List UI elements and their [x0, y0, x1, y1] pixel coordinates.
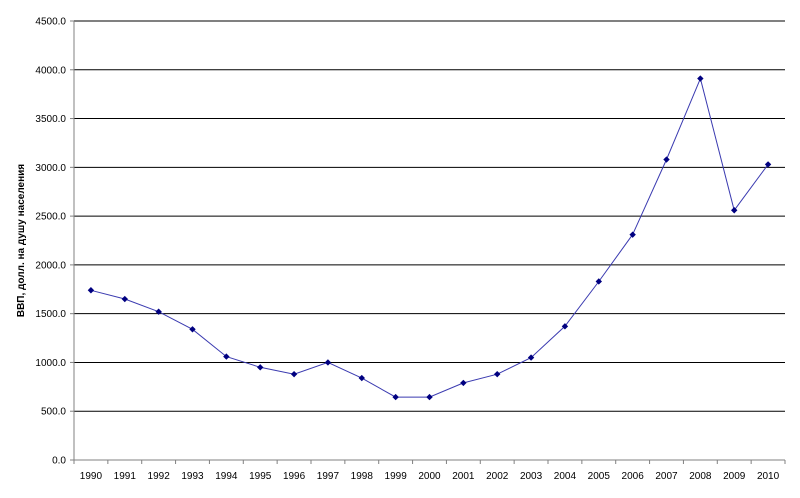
y-tick-label: 500.0	[41, 407, 66, 418]
y-tick-label: 4500.0	[35, 17, 66, 28]
data-point	[494, 370, 501, 378]
x-tick-label: 1998	[351, 471, 374, 482]
x-tick-label: 2008	[689, 471, 712, 482]
data-point	[663, 156, 670, 163]
y-tick-label: 2500.0	[35, 212, 66, 223]
y-tick-label: 0.0	[52, 456, 66, 467]
y-tick-label: 1500.0	[35, 309, 66, 320]
data-point	[358, 374, 365, 382]
data-point	[426, 393, 433, 401]
x-tick-label: 2005	[588, 471, 611, 482]
x-tick-label: 1993	[181, 471, 204, 482]
x-tick-label: 1992	[148, 471, 171, 482]
data-point	[561, 323, 569, 330]
x-tick-label: 2003	[520, 471, 543, 482]
x-tick-label: 1999	[385, 471, 408, 482]
data-point	[121, 295, 128, 303]
y-tick-labels: 0.0 500.0 1000.0 1500.0 2000.0 2500.0 3000.0 35…	[35, 17, 66, 467]
x-tick-label: 2009	[723, 471, 746, 482]
data-point	[764, 161, 772, 168]
x-tick-label: 2006	[622, 471, 645, 482]
x-tick-label: 1997	[317, 471, 340, 482]
series-line	[90, 77, 769, 398]
data-point	[697, 75, 704, 82]
x-tick-label: 2004	[554, 471, 577, 482]
x-tick-label: 2002	[486, 471, 509, 482]
data-point	[155, 308, 162, 315]
x-tick-label: 2000	[418, 471, 441, 482]
data-point	[731, 207, 738, 214]
axes	[70, 20, 786, 464]
x-tick-label: 2010	[757, 471, 780, 482]
data-point	[460, 379, 467, 387]
y-axis-label: ВВП, долл. на душу населения	[16, 164, 27, 317]
y-tick-label: 2000.0	[35, 260, 66, 271]
x-tick-label: 1994	[215, 471, 238, 482]
data-point	[392, 393, 399, 401]
y-tick-label: 1000.0	[35, 358, 66, 369]
x-tick-label: 1991	[114, 471, 137, 482]
x-tick-label: 2001	[452, 471, 475, 482]
data-point	[223, 353, 230, 360]
data-point	[290, 370, 298, 378]
x-tick-label: 1996	[283, 471, 306, 482]
y-tick-label: 3500.0	[35, 114, 66, 125]
data-point	[87, 287, 95, 294]
y-tick-label: 3000.0	[35, 163, 66, 174]
data-point	[595, 278, 602, 285]
y-tick-label: 4000.0	[35, 65, 66, 76]
x-tick-label: 1990	[80, 471, 103, 482]
x-tick-label: 2007	[655, 471, 678, 482]
x-tick-label: 1995	[249, 471, 272, 482]
data-point	[527, 354, 535, 361]
gridlines	[74, 20, 785, 412]
data-point	[629, 231, 636, 238]
data-point	[189, 326, 196, 333]
data-point	[324, 359, 332, 366]
data-point	[257, 364, 264, 371]
series-gdp	[87, 75, 772, 401]
x-tick-labels: 1990 1991 1992 1993 1994 1995 1996 1997 1998 1999…	[80, 471, 780, 482]
